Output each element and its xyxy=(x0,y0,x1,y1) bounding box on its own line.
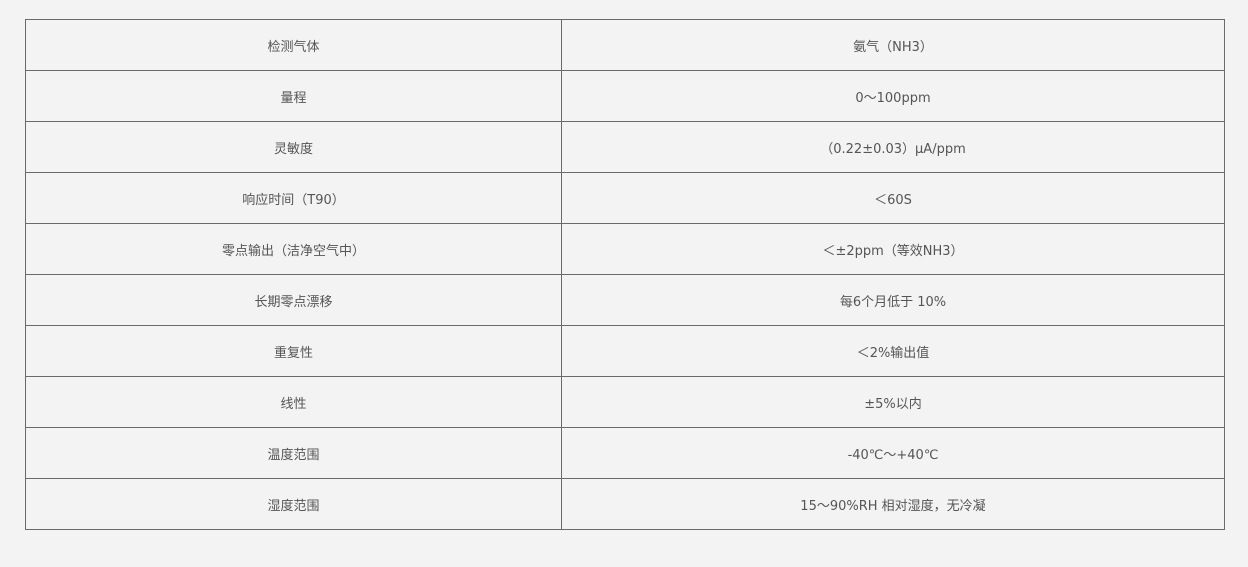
spec-table: 检测气体 氨气（NH3） 量程 0～100ppm 灵敏度 （0.22±0.03）μA/pp… xyxy=(25,19,1225,530)
table-row: 灵敏度 （0.22±0.03）μA/ppm xyxy=(25,121,1225,173)
spec-label: 检测气体 xyxy=(25,19,562,71)
spec-label: 量程 xyxy=(25,70,562,122)
spec-label: 零点输出（洁净空气中） xyxy=(25,223,562,275)
table-row: 零点输出（洁净空气中） ＜±2ppm（等效NH3） xyxy=(25,223,1225,275)
spec-label: 响应时间（T90） xyxy=(25,172,562,224)
spec-label: 长期零点漂移 xyxy=(25,274,562,326)
table-row: 量程 0～100ppm xyxy=(25,70,1225,122)
table-row: 线性 ±5%以内 xyxy=(25,376,1225,428)
spec-label: 湿度范围 xyxy=(25,478,562,530)
spec-value: -40℃～+40℃ xyxy=(561,427,1225,479)
spec-value: 氨气（NH3） xyxy=(561,19,1225,71)
table-row: 检测气体 氨气（NH3） xyxy=(25,19,1225,71)
spec-label: 温度范围 xyxy=(25,427,562,479)
spec-value: 15～90%RH 相对湿度，无冷凝 xyxy=(561,478,1225,530)
spec-label: 灵敏度 xyxy=(25,121,562,173)
spec-value: ±5%以内 xyxy=(561,376,1225,428)
table-row: 长期零点漂移 每6个月低于 10% xyxy=(25,274,1225,326)
table-row: 重复性 ＜2%输出值 xyxy=(25,325,1225,377)
spec-table-body: 检测气体 氨气（NH3） 量程 0～100ppm 灵敏度 （0.22±0.03）μA/pp… xyxy=(25,19,1225,530)
spec-value: ＜±2ppm（等效NH3） xyxy=(561,223,1225,275)
table-row: 响应时间（T90） ＜60S xyxy=(25,172,1225,224)
spec-value: 0～100ppm xyxy=(561,70,1225,122)
table-row: 湿度范围 15～90%RH 相对湿度，无冷凝 xyxy=(25,478,1225,530)
spec-label: 重复性 xyxy=(25,325,562,377)
spec-value: ＜60S xyxy=(561,172,1225,224)
spec-label: 线性 xyxy=(25,376,562,428)
spec-value: 每6个月低于 10% xyxy=(561,274,1225,326)
table-row: 温度范围 -40℃～+40℃ xyxy=(25,427,1225,479)
spec-value: （0.22±0.03）μA/ppm xyxy=(561,121,1225,173)
spec-value: ＜2%输出值 xyxy=(561,325,1225,377)
